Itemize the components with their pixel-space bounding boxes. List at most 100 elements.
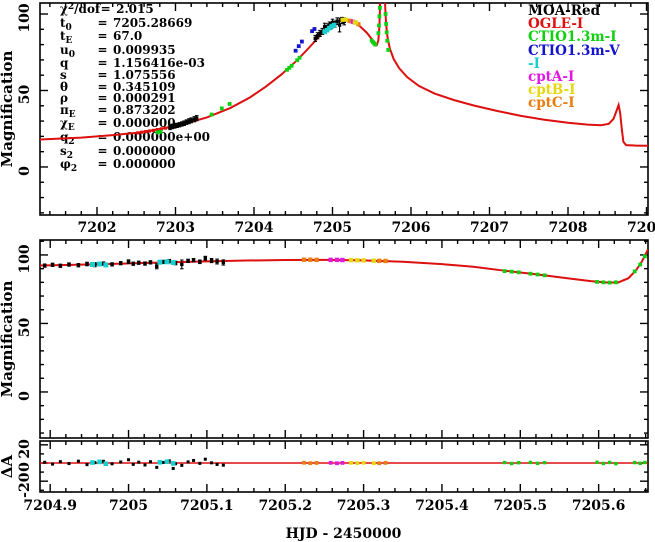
series-CTIO1.3m-V (293, 27, 317, 53)
legend-item: cptA-I (528, 69, 575, 86)
data-point (383, 460, 388, 465)
data-point (324, 27, 330, 33)
data-point (131, 462, 135, 466)
series-cptC-I (301, 257, 388, 264)
data-point (180, 262, 184, 267)
data-point (509, 461, 514, 466)
tick-label: 7205.6 (572, 498, 626, 514)
data-point (161, 460, 165, 464)
data-point (642, 254, 647, 259)
data-point (170, 124, 175, 129)
data-point (535, 272, 540, 277)
data-point (184, 120, 189, 124)
tick-label: 100 (17, 244, 33, 273)
data-point (164, 459, 170, 465)
fit-parameter-row: ρ = 0.000291 (60, 91, 176, 106)
data-point (517, 461, 521, 465)
data-point (170, 260, 176, 266)
data-point (210, 461, 214, 465)
data-point (76, 459, 80, 463)
data-point (386, 48, 391, 52)
data-point (167, 459, 171, 463)
top-panel-full-lightcurve: 7202 7203 7204 7205 7206 7207 7208 7209 0 50 100 Ma… (0, 2, 655, 236)
fit-parameter-row: θ = 0.345109 (60, 79, 176, 94)
data-point (194, 116, 199, 120)
tick-label: 7209 (627, 220, 655, 236)
data-point (85, 463, 89, 467)
tick-label: 7206 (392, 220, 431, 236)
data-point (509, 269, 514, 274)
data-point (58, 460, 62, 464)
fit-parameter-row: t0 = 7205.28669 (60, 15, 193, 33)
data-point (322, 24, 327, 29)
tick-label: 7207 (470, 220, 509, 236)
data-point (320, 29, 324, 34)
data-point (110, 262, 114, 267)
data-point (159, 127, 163, 131)
data-point (119, 460, 123, 464)
data-point (313, 36, 317, 41)
tick-label: -20 (17, 472, 33, 498)
data-point (90, 460, 95, 465)
data-point (335, 461, 339, 466)
data-point (595, 460, 599, 464)
data-point (295, 58, 300, 63)
data-point (219, 106, 224, 111)
tick-label: 20 (17, 439, 33, 459)
legend-item: CTIO1.3m-V (528, 42, 620, 59)
tick-label: 50 (17, 317, 33, 337)
series-cptA-I (328, 257, 345, 263)
series--I (322, 22, 337, 35)
tick-label: 0 (17, 462, 33, 472)
legend-item: -I (528, 55, 540, 72)
data-point (189, 118, 193, 123)
data-point (607, 280, 612, 285)
series-cptB-I (340, 17, 359, 25)
data-point (221, 260, 226, 265)
data-point (384, 30, 389, 35)
data-point (127, 458, 131, 462)
data-point (299, 39, 304, 44)
data-point (215, 462, 219, 466)
data-point (328, 460, 333, 465)
data-point (318, 31, 322, 36)
data-point (322, 29, 327, 35)
data-point (137, 261, 141, 265)
data-point (76, 263, 81, 267)
data-point (601, 280, 606, 285)
data-point (174, 462, 178, 466)
data-point (607, 460, 612, 465)
data-point (97, 261, 103, 267)
fit-parameter-row: q = 1.156416e-03 (60, 56, 205, 71)
data-point (140, 130, 144, 134)
data-point (137, 460, 141, 464)
data-point (187, 119, 191, 123)
data-point (327, 25, 332, 31)
data-point (209, 258, 214, 263)
data-point (67, 462, 71, 466)
data-point (310, 29, 314, 34)
data-point (93, 461, 97, 465)
legend-item: cptB-I (528, 82, 576, 99)
data-point (293, 48, 298, 53)
data-point (151, 128, 156, 133)
data-point (51, 462, 55, 466)
data-point (383, 12, 388, 16)
data-point (163, 126, 167, 130)
tick-label: 50 (17, 84, 33, 104)
data-point (502, 460, 507, 465)
data-point (143, 463, 147, 467)
legend-item: OGLE-I (528, 16, 584, 33)
data-point (502, 269, 507, 273)
tick-label: 7203 (156, 220, 195, 236)
data-point (296, 44, 301, 49)
data-point (355, 258, 360, 263)
data-point (180, 463, 184, 467)
data-point (287, 65, 292, 70)
legend: MOA-Red OGLE-I CTIO1.3m-I CTIO1.3m-V -I cptA-… (528, 4, 620, 111)
data-point (542, 273, 547, 278)
data-point (328, 257, 333, 263)
data-point (43, 263, 47, 268)
data-point (119, 261, 123, 265)
